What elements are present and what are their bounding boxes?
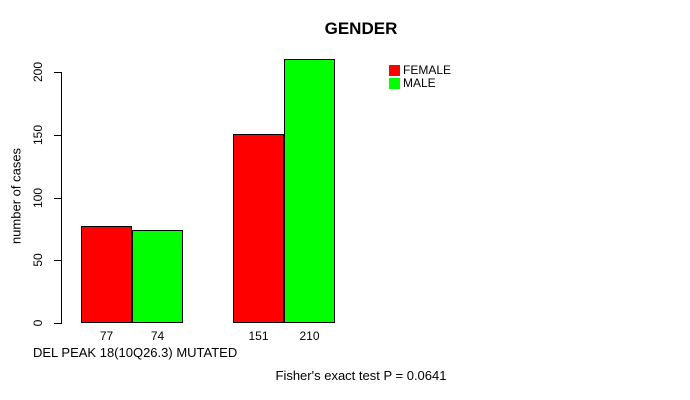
- y-axis-line: [61, 72, 62, 324]
- legend: FEMALE MALE: [389, 64, 451, 90]
- male-color-swatch: [389, 78, 400, 89]
- bar-male-group0: [132, 230, 183, 323]
- y-axis-tick: [54, 260, 61, 261]
- bar-female-group0: [81, 226, 132, 323]
- y-tick-label: 100: [31, 187, 45, 209]
- legend-label-female: FEMALE: [403, 63, 452, 77]
- y-axis-tick: [54, 198, 61, 199]
- bar-value-label: 74: [150, 329, 165, 343]
- y-tick-label: 200: [31, 61, 45, 83]
- y-tick-label: 50: [31, 253, 45, 267]
- y-axis-tick: [54, 323, 61, 324]
- bar-male-group1: [284, 59, 335, 323]
- bar-female-group1: [233, 134, 284, 323]
- chart-title: GENDER: [324, 19, 398, 38]
- y-tick-label: 0: [31, 319, 45, 327]
- bar-value-label: 210: [299, 329, 320, 343]
- legend-label-male: MALE: [403, 76, 436, 90]
- y-tick-label: 150: [31, 124, 45, 146]
- y-axis-tick: [54, 135, 61, 136]
- pvalue-annotation: Fisher's exact test P = 0.0641: [275, 368, 447, 383]
- legend-item-male: MALE: [389, 77, 451, 90]
- y-axis-title: number of cases: [8, 147, 24, 245]
- bar-value-label: 77: [99, 329, 114, 343]
- y-axis-tick: [54, 72, 61, 73]
- female-color-swatch: [389, 65, 400, 76]
- x-axis-title: DEL PEAK 18(10Q26.3) MUTATED: [33, 345, 238, 360]
- legend-item-female: FEMALE: [389, 64, 451, 77]
- bar-value-label: 151: [248, 329, 269, 343]
